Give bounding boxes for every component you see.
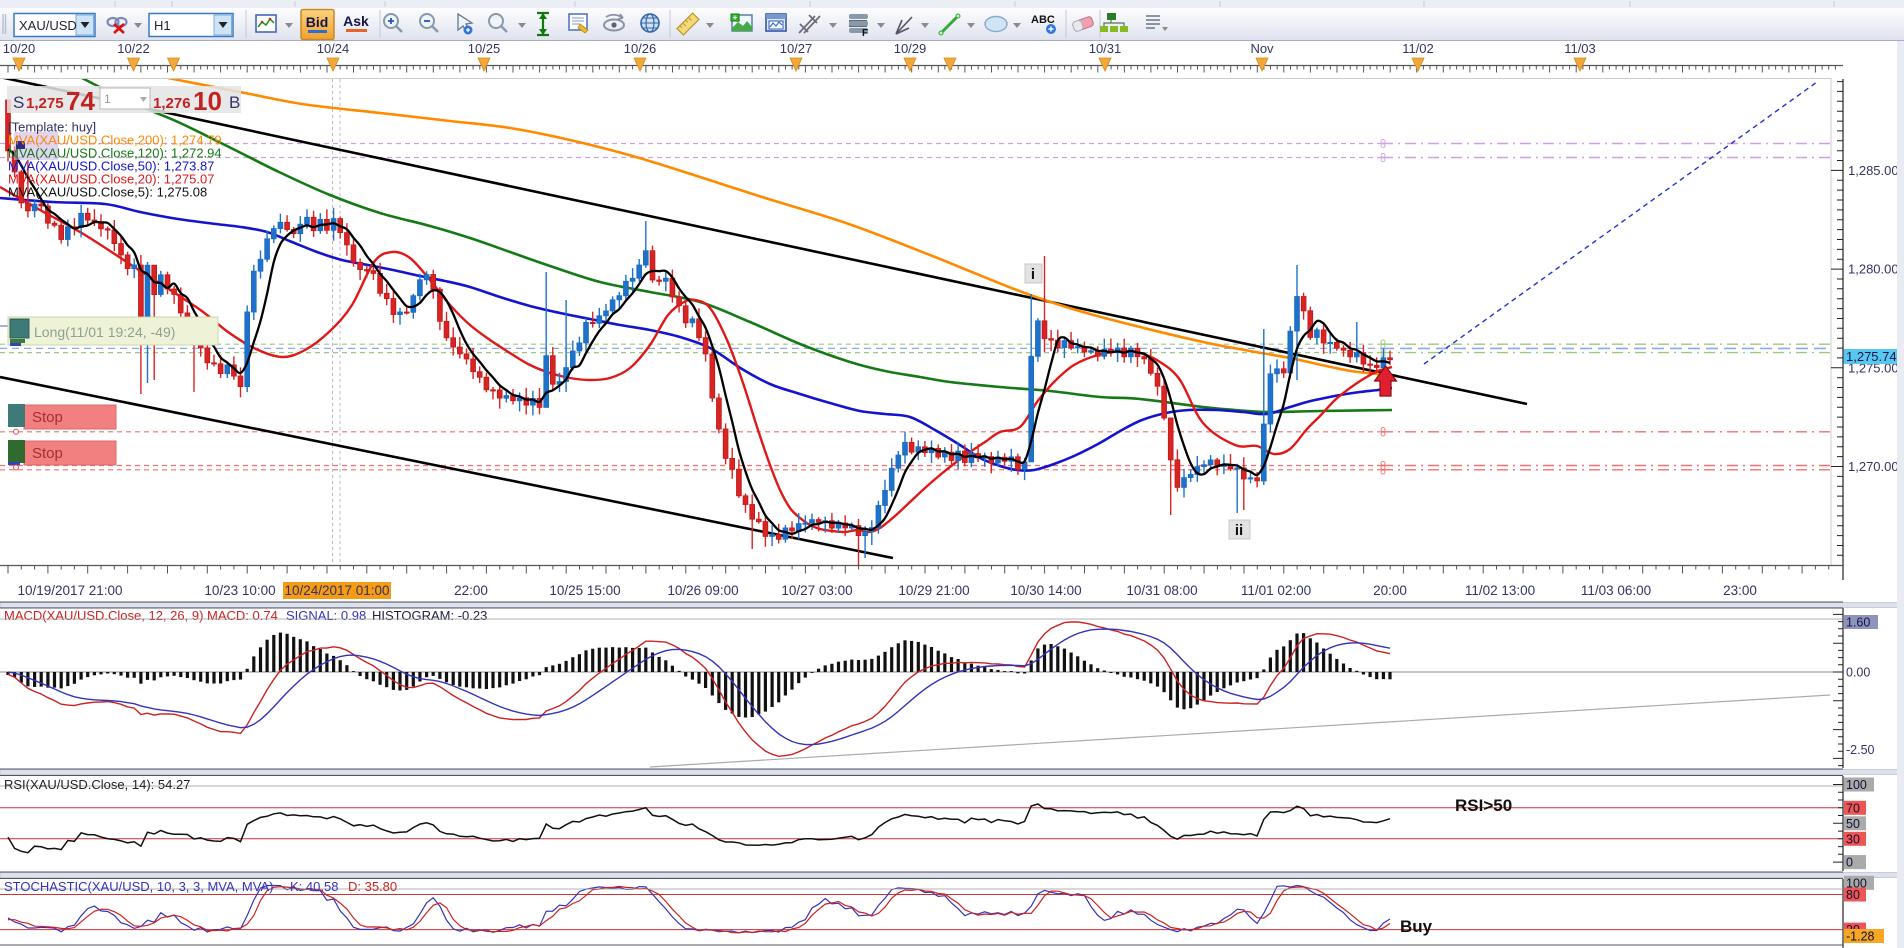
svg-text:Buy: Buy bbox=[1400, 917, 1433, 936]
svg-text:1: 1 bbox=[104, 92, 111, 106]
svg-text:10/25 15:00: 10/25 15:00 bbox=[549, 583, 620, 598]
svg-text:50: 50 bbox=[1846, 817, 1860, 831]
svg-text:10/26: 10/26 bbox=[624, 41, 657, 56]
svg-text:Long(11/01 19:24, -49): Long(11/01 19:24, -49) bbox=[34, 324, 175, 340]
svg-text:D: 35.80: D: 35.80 bbox=[348, 879, 397, 894]
svg-text:10/25: 10/25 bbox=[468, 41, 501, 56]
svg-text:-2.50: -2.50 bbox=[1846, 743, 1875, 757]
svg-text:11/02: 11/02 bbox=[1402, 41, 1434, 56]
svg-text:10/27 03:00: 10/27 03:00 bbox=[781, 583, 852, 598]
svg-text:[Template: huy]: [Template: huy] bbox=[8, 120, 96, 135]
svg-text:Stop: Stop bbox=[32, 409, 63, 426]
svg-text:H1: H1 bbox=[154, 18, 171, 33]
svg-text:10/29 21:00: 10/29 21:00 bbox=[898, 583, 969, 598]
svg-text:1.60: 1.60 bbox=[1846, 616, 1870, 630]
svg-text:S: S bbox=[13, 93, 24, 112]
svg-text:MACD(XAU/USD.Close, 12, 26, 9): MACD(XAU/USD.Close, 12, 26, 9) MACD: 0.7… bbox=[4, 608, 278, 623]
svg-text:10/19/2017 21:00: 10/19/2017 21:00 bbox=[17, 583, 122, 598]
svg-text:30: 30 bbox=[1846, 832, 1860, 846]
svg-text:10/23 10:00: 10/23 10:00 bbox=[204, 583, 275, 598]
svg-text:B: B bbox=[229, 93, 240, 112]
svg-text:0: 0 bbox=[1846, 856, 1853, 870]
svg-text:10/20: 10/20 bbox=[3, 41, 36, 56]
svg-text:MVA(XAU/USD.Close,20): 1,275.0: MVA(XAU/USD.Close,20): 1,275.07 bbox=[8, 172, 214, 187]
svg-text:MVA(XAU/USD.Close,50): 1,273.8: MVA(XAU/USD.Close,50): 1,273.87 bbox=[8, 159, 214, 174]
svg-text:11/03 06:00: 11/03 06:00 bbox=[1581, 583, 1651, 598]
svg-text:100: 100 bbox=[1846, 876, 1867, 890]
svg-text:74: 74 bbox=[66, 86, 95, 116]
svg-text:XAU/USD: XAU/USD bbox=[19, 18, 77, 33]
svg-text:MVA(XAU/USD.Close,200): 1,274.: MVA(XAU/USD.Close,200): 1,274.79 bbox=[8, 133, 222, 148]
svg-text:HISTOGRAM: -0.23: HISTOGRAM: -0.23 bbox=[372, 608, 487, 623]
svg-text:80: 80 bbox=[1846, 888, 1860, 902]
svg-text:1,275.00: 1,275.00 bbox=[1848, 360, 1899, 375]
svg-text:11/02 13:00: 11/02 13:00 bbox=[1465, 583, 1535, 598]
svg-text:1,275.74: 1,275.74 bbox=[1846, 349, 1897, 364]
svg-text:11/03: 11/03 bbox=[1564, 41, 1596, 56]
svg-text:K: 40.58: K: 40.58 bbox=[290, 879, 338, 894]
svg-text:F: F bbox=[862, 28, 868, 39]
svg-text:23:00: 23:00 bbox=[1723, 583, 1757, 598]
svg-text:MVA(XAU/USD.Close,5): 1,275.08: MVA(XAU/USD.Close,5): 1,275.08 bbox=[8, 185, 207, 200]
svg-text:MVA(XAU/USD.Close,120): 1,272.: MVA(XAU/USD.Close,120): 1,272.94 bbox=[8, 146, 222, 161]
svg-text:1,285.00: 1,285.00 bbox=[1848, 163, 1899, 178]
svg-text:Bid: Bid bbox=[306, 14, 329, 30]
svg-text:11/01 02:00: 11/01 02:00 bbox=[1241, 583, 1311, 598]
svg-text:1,280.00: 1,280.00 bbox=[1848, 262, 1899, 277]
svg-text:10/24/2017 01:00: 10/24/2017 01:00 bbox=[284, 583, 389, 598]
svg-text:100: 100 bbox=[1846, 778, 1867, 792]
svg-text:RSI>50: RSI>50 bbox=[1455, 796, 1512, 815]
svg-text:RSI(XAU/USD.Close, 14): 54.27: RSI(XAU/USD.Close, 14): 54.27 bbox=[4, 777, 190, 792]
svg-text:i: i bbox=[1031, 266, 1035, 283]
svg-text:10/27: 10/27 bbox=[780, 41, 813, 56]
svg-text:Ask: Ask bbox=[343, 13, 369, 29]
svg-text:10: 10 bbox=[193, 86, 222, 116]
svg-text:10/29: 10/29 bbox=[894, 41, 927, 56]
svg-text:0.00: 0.00 bbox=[1846, 666, 1870, 680]
svg-text:1,276: 1,276 bbox=[153, 95, 191, 112]
svg-text:70: 70 bbox=[1846, 801, 1860, 815]
svg-text:22:00: 22:00 bbox=[454, 583, 488, 598]
svg-text:10/24: 10/24 bbox=[317, 41, 350, 56]
svg-text:Stop: Stop bbox=[32, 445, 63, 462]
svg-text:SIGNAL: 0.98: SIGNAL: 0.98 bbox=[286, 608, 366, 623]
svg-text:1,270.00: 1,270.00 bbox=[1848, 459, 1899, 474]
svg-text:ABC: ABC bbox=[1031, 14, 1055, 26]
svg-text:STOCHASTIC(XAU/USD, 10, 3, 3,: STOCHASTIC(XAU/USD, 10, 3, 3, MVA, MVA) bbox=[4, 879, 273, 894]
svg-text:10/31 08:00: 10/31 08:00 bbox=[1126, 583, 1197, 598]
svg-text:Nov: Nov bbox=[1250, 41, 1274, 56]
svg-text:ii: ii bbox=[1235, 522, 1243, 539]
svg-text:10/30 14:00: 10/30 14:00 bbox=[1010, 583, 1081, 598]
svg-text:10/22: 10/22 bbox=[117, 41, 150, 56]
svg-text:-1.28: -1.28 bbox=[1846, 930, 1875, 944]
svg-text:10/26 09:00: 10/26 09:00 bbox=[667, 583, 738, 598]
svg-text:10/31: 10/31 bbox=[1089, 41, 1122, 56]
svg-text:20:00: 20:00 bbox=[1373, 583, 1407, 598]
svg-text:1,275: 1,275 bbox=[26, 95, 64, 112]
